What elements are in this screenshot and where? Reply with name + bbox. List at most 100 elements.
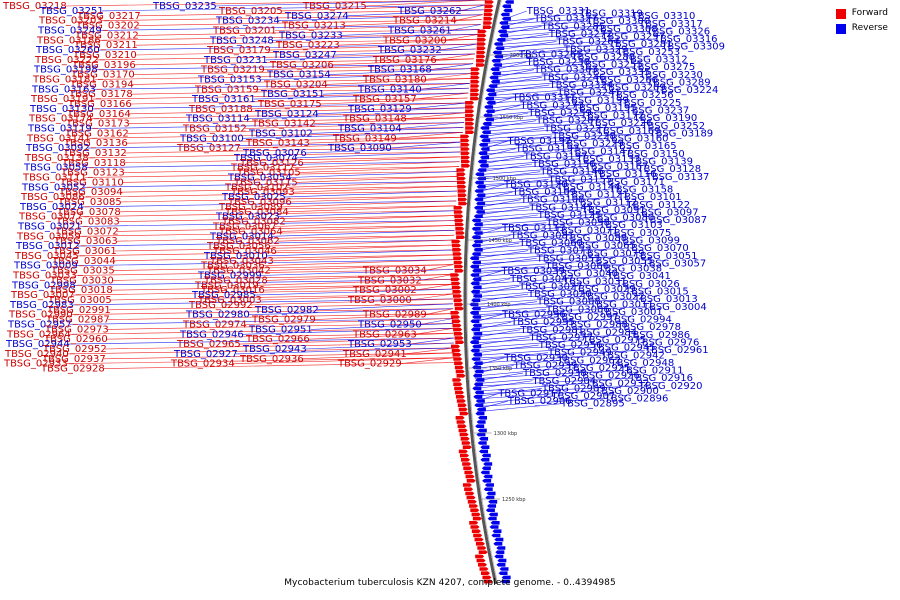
gene-label[interactable]: TBSG_02900: [594, 386, 659, 397]
gene-label[interactable]: TBSG_03200: [382, 35, 447, 46]
gene-label[interactable]: TBSG_03080: [590, 213, 655, 224]
gene-label[interactable]: TBSG_03062: [215, 236, 280, 247]
gene-label[interactable]: TBSG_03265: [518, 49, 583, 60]
gene-label[interactable]: TBSG_02983: [9, 300, 74, 311]
gene-label[interactable]: TBSG_03317: [638, 19, 703, 30]
gene-label[interactable]: TBSG_03149: [332, 133, 397, 144]
gene-label[interactable]: TBSG_02904: [531, 376, 596, 387]
gene-label[interactable]: TBSG_03335: [586, 67, 651, 78]
gene-label[interactable]: TBSG_03086: [20, 192, 85, 203]
gene-label[interactable]: TBSG_02925: [566, 363, 631, 374]
gene-label[interactable]: TBSG_03102: [248, 128, 313, 139]
gene-label[interactable]: TBSG_03310: [631, 11, 696, 22]
gene-label[interactable]: TBSG_02965: [176, 339, 241, 350]
gene-label[interactable]: TBSG_03303: [533, 65, 598, 76]
gene-label[interactable]: TBSG_02978: [616, 322, 681, 333]
gene-label[interactable]: TBSG_03253: [615, 47, 680, 58]
gene-label[interactable]: TBSG_03082: [221, 217, 286, 228]
gene-label[interactable]: TBSG_03075: [607, 228, 672, 239]
gene-label[interactable]: TBSG_03157: [352, 94, 417, 105]
gene-label[interactable]: TBSG_03326: [645, 26, 710, 37]
gene-label[interactable]: TBSG_03034: [362, 266, 427, 277]
gene-label[interactable]: TBSG_03044: [51, 256, 116, 267]
gene-label[interactable]: TBSG_03289: [646, 77, 711, 88]
gene-label[interactable]: TBSG_03324: [549, 80, 614, 91]
gene-label[interactable]: TBSG_03070: [624, 243, 689, 254]
gene-label[interactable]: TBSG_03006: [545, 304, 610, 315]
gene-label[interactable]: TBSG_03275: [631, 62, 696, 73]
gene-label[interactable]: TBSG_03099: [615, 236, 680, 247]
gene-label[interactable]: TBSG_02928: [40, 364, 105, 375]
gene-label[interactable]: TBSG_03016: [200, 285, 265, 296]
gene-label[interactable]: TBSG_03021: [17, 222, 82, 233]
gene-label[interactable]: TBSG_03011: [589, 299, 654, 310]
gene-label[interactable]: TBSG_03179: [206, 45, 271, 56]
gene-label[interactable]: TBSG_03230: [638, 70, 703, 81]
gene-label[interactable]: TBSG_03007: [10, 290, 75, 301]
gene-label[interactable]: TBSG_02917: [497, 389, 562, 400]
gene-label[interactable]: TBSG_03036: [200, 261, 265, 272]
gene-label[interactable]: TBSG_03161: [191, 94, 256, 105]
gene-label[interactable]: TBSG_03156: [531, 159, 596, 170]
gene-label[interactable]: TBSG_03256: [609, 90, 674, 101]
gene-label[interactable]: TBSG_03057: [642, 258, 707, 269]
gene-label[interactable]: TBSG_03226: [588, 118, 653, 129]
gene-label[interactable]: TBSG_03056: [206, 241, 271, 252]
gene-label[interactable]: TBSG_02945: [591, 343, 656, 354]
gene-label[interactable]: TBSG_02911: [619, 366, 684, 377]
gene-label[interactable]: TBSG_02982: [254, 305, 319, 316]
gene-label[interactable]: TBSG_03094: [58, 187, 123, 198]
gene-label[interactable]: TBSG_03124: [254, 109, 319, 120]
gene-label[interactable]: TBSG_03203: [38, 16, 103, 27]
gene-label[interactable]: TBSG_03175: [257, 99, 322, 110]
gene-label[interactable]: TBSG_03160: [604, 134, 669, 145]
gene-label[interactable]: TBSG_02998: [11, 280, 76, 291]
gene-label[interactable]: TBSG_03193: [515, 144, 580, 155]
gene-label[interactable]: TBSG_03260: [35, 45, 100, 56]
gene-label[interactable]: TBSG_03329: [563, 44, 628, 55]
gene-label[interactable]: TBSG_03055: [589, 256, 654, 267]
gene-label[interactable]: TBSG_03020: [527, 289, 592, 300]
gene-label[interactable]: TBSG_03039: [500, 266, 565, 277]
gene-label[interactable]: TBSG_03098: [545, 218, 610, 229]
gene-label[interactable]: TBSG_03087: [642, 215, 707, 226]
gene-label[interactable]: TBSG_03116: [592, 169, 657, 180]
gene-label[interactable]: TBSG_03133: [576, 154, 641, 165]
gene-label[interactable]: TBSG_03153: [197, 75, 262, 86]
gene-label[interactable]: TBSG_03252: [640, 121, 705, 132]
gene-label[interactable]: TBSG_03195: [572, 103, 637, 114]
gene-label[interactable]: TBSG_03204: [263, 79, 328, 90]
gene-label[interactable]: TBSG_02996: [501, 309, 566, 320]
gene-label[interactable]: TBSG_03059: [16, 231, 81, 242]
gene-label[interactable]: TBSG_03064: [218, 226, 283, 237]
gene-label[interactable]: TBSG_03063: [53, 236, 118, 247]
gene-label[interactable]: TBSG_03066: [544, 261, 609, 272]
gene-label[interactable]: TBSG_03129: [347, 104, 412, 115]
gene-label[interactable]: TBSG_02907: [550, 391, 615, 402]
gene-label[interactable]: TBSG_03121: [564, 190, 629, 201]
gene-label[interactable]: TBSG_03105: [236, 168, 301, 179]
gene-label[interactable]: TBSG_03210: [72, 50, 137, 61]
gene-label[interactable]: TBSG_03103: [598, 220, 663, 231]
gene-label[interactable]: TBSG_03266: [593, 75, 658, 86]
gene-label[interactable]: TBSG_03060: [518, 238, 583, 249]
gene-label[interactable]: TBSG_02980: [185, 310, 250, 321]
gene-label[interactable]: TBSG_03186: [36, 35, 101, 46]
gene-label[interactable]: TBSG_03151: [260, 89, 325, 100]
gene-label[interactable]: TBSG_02999: [197, 271, 262, 282]
gene-label[interactable]: TBSG_03206: [269, 60, 334, 71]
gene-label[interactable]: TBSG_03126: [239, 158, 304, 169]
gene-label[interactable]: TBSG_03014: [209, 231, 274, 242]
gene-label[interactable]: TBSG_02933: [3, 359, 68, 370]
gene-label[interactable]: TBSG_02990: [8, 310, 73, 321]
gene-label[interactable]: TBSG_03136: [63, 138, 128, 149]
gene-label[interactable]: TBSG_02963: [352, 329, 417, 340]
gene-label[interactable]: TBSG_03029: [571, 284, 636, 295]
gene-label[interactable]: TBSG_03222: [34, 55, 99, 66]
gene-label[interactable]: TBSG_03227: [543, 123, 608, 134]
gene-label[interactable]: TBSG_03058: [23, 163, 88, 174]
gene-label[interactable]: TBSG_03150: [620, 149, 685, 160]
gene-label[interactable]: TBSG_02943: [242, 344, 307, 355]
gene-label[interactable]: TBSG_03148: [342, 114, 407, 125]
gene-label[interactable]: TBSG_03223: [275, 40, 340, 51]
